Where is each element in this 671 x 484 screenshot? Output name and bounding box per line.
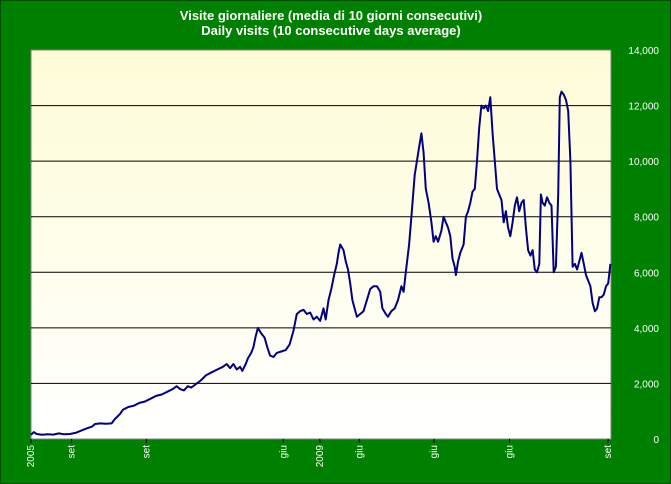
x-tick-label: set xyxy=(603,445,614,459)
x-axis-ticks: 2005 set set giu 2009 giu giu giu set xyxy=(26,439,614,467)
y-tick-label: 4,000 xyxy=(634,324,659,335)
x-tick-label: set xyxy=(67,445,78,459)
plot-area xyxy=(30,49,612,440)
y-tick-label: 14,000 xyxy=(628,46,659,57)
x-tick-label: giu xyxy=(354,445,365,458)
y-tick-label: 10,000 xyxy=(628,157,659,168)
y-tick-label: 2,000 xyxy=(634,379,659,390)
x-tick-label: 2005 xyxy=(26,445,37,468)
y-tick-label: 8,000 xyxy=(634,213,659,224)
series-layer xyxy=(30,90,612,436)
chart-title: Visite giornaliere (media di 10 giorni c… xyxy=(180,8,482,23)
y-tick-label: 12,000 xyxy=(628,102,659,113)
x-tick-label: giu xyxy=(429,445,440,458)
gridlines xyxy=(31,105,611,384)
chart-subtitle: Daily visits (10 consecutive days averag… xyxy=(201,23,460,38)
y-axis-ticks: 0 2,000 4,000 6,000 8,000 10,000 12,000 14,000 xyxy=(628,46,659,446)
series-line xyxy=(30,90,612,436)
x-tick-label: giu xyxy=(505,445,516,458)
y-tick-label: 6,000 xyxy=(634,268,659,279)
x-tick-label: set xyxy=(141,445,152,459)
x-tick-label: giu xyxy=(278,445,289,458)
y-tick-label: 0 xyxy=(653,435,659,446)
x-tick-label: 2009 xyxy=(315,445,326,468)
